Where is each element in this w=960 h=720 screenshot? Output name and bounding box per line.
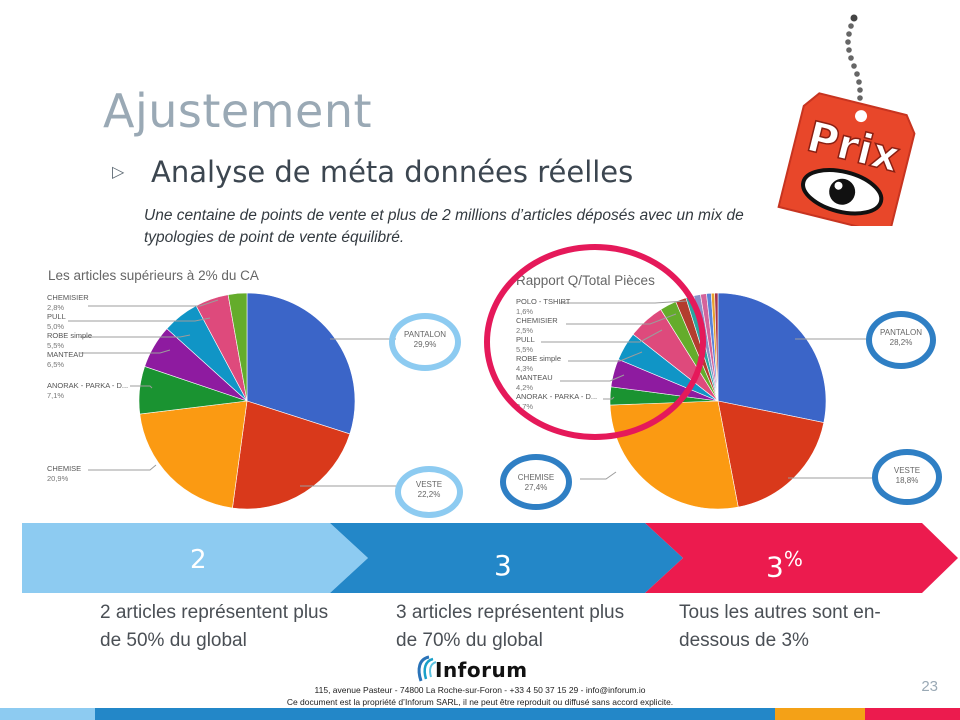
stage-value-3: 3%: [766, 547, 803, 584]
pie2-slice-veste: [717, 400, 825, 508]
bottom-bar-red: [865, 708, 960, 720]
pie1-label-robe: ROBE simple 5,5%: [47, 331, 93, 350]
bottom-bar-orange: [775, 708, 865, 720]
pie2-slice-pantalon: [717, 292, 827, 423]
slide-description: Une centaine de points de vente et plus …: [144, 207, 744, 246]
stage-arrow-1: [22, 523, 368, 593]
stages-arrow-band: [22, 523, 958, 593]
stage-value-2: 3: [494, 549, 512, 582]
callout-circle-veste-1: [395, 466, 463, 518]
callout-circle-pantalon-1: [389, 313, 461, 371]
pie1-label-chemise: CHEMISE 20,9%: [47, 464, 82, 483]
pie2-slice-slice-12: [706, 292, 719, 402]
page-number: 23: [921, 678, 938, 695]
callout-circle-veste-2: [872, 449, 942, 505]
pie1-slice-robe-simple: [166, 305, 248, 402]
pie1-slice-manteau: [144, 328, 248, 402]
slide-title: Ajustement: [103, 84, 373, 138]
footer-notice: Ce document est la propriété d’Inforum S…: [286, 697, 674, 707]
pie1-slice-veste: [232, 400, 351, 510]
inforum-logo-icon: [417, 655, 437, 682]
pie1-slice-chemisier: [227, 292, 248, 402]
pie2-label-chemise: CHEMISE 27,4%: [517, 473, 555, 492]
price-tag-eye-icon: Prix: [777, 14, 916, 226]
pie1-slice-pull: [195, 294, 248, 402]
pie1-label-chemisier: CHEMISIER 2,8%: [47, 293, 89, 312]
pie2-slice-slice-13: [710, 292, 719, 402]
stage-caption-3: Tous les autres sont en-dessous de 3%: [679, 602, 881, 651]
pie1-label-anorak: ANORAK - PARKA - D... 7,1%: [47, 381, 129, 400]
bottom-bar-light-blue: [0, 708, 95, 720]
footer-address: 115, avenue Pasteur - 74800 La Roche-sur…: [314, 685, 646, 695]
pie1-label-pull: PULL 5,0%: [47, 312, 66, 331]
pie1-label-veste: VESTE 22,2%: [415, 480, 443, 499]
pie1-slice-pantalon: [246, 292, 356, 435]
pie1-slice-chemise: [139, 400, 248, 509]
stage-value-3-suffix: %: [783, 547, 803, 571]
triangle-bullet-icon: ▷: [112, 164, 125, 181]
stage-arrow-2: [330, 523, 683, 593]
slide-subtitle: Analyse de méta données réelles: [151, 155, 634, 189]
stage-caption-2: 3 articles représentent plus de 70% du g…: [396, 602, 625, 651]
pie1-slices: [138, 292, 356, 510]
callout-circle-chemise-2: [500, 454, 572, 510]
chart-title-1: Les articles supérieurs à 2% du CA: [48, 268, 259, 283]
pie1-label-pantalon: PANTALON 29,9%: [404, 330, 446, 349]
pie1-label-manteau: MANTEAU 6,5%: [47, 350, 84, 369]
highlight-ring: [484, 244, 706, 440]
stage-caption-1: 2 articles représentent plus de 50% du g…: [100, 602, 329, 651]
bead-chain: [845, 14, 863, 101]
pie2-label-veste: VESTE 18,8%: [893, 466, 921, 485]
pie1-slice-anorak-parka-d: [138, 366, 248, 415]
stage-arrow-3: [645, 523, 958, 593]
pie2-slice-slice-14: [714, 292, 719, 402]
stage-value-1: 2: [190, 545, 207, 575]
pie2-label-pantalon: PANTALON 28,2%: [880, 328, 922, 347]
inforum-logo-text: Inforum: [435, 658, 528, 682]
bottom-bar-blue: [95, 708, 775, 720]
callout-circle-pantalon-2: [866, 311, 936, 369]
